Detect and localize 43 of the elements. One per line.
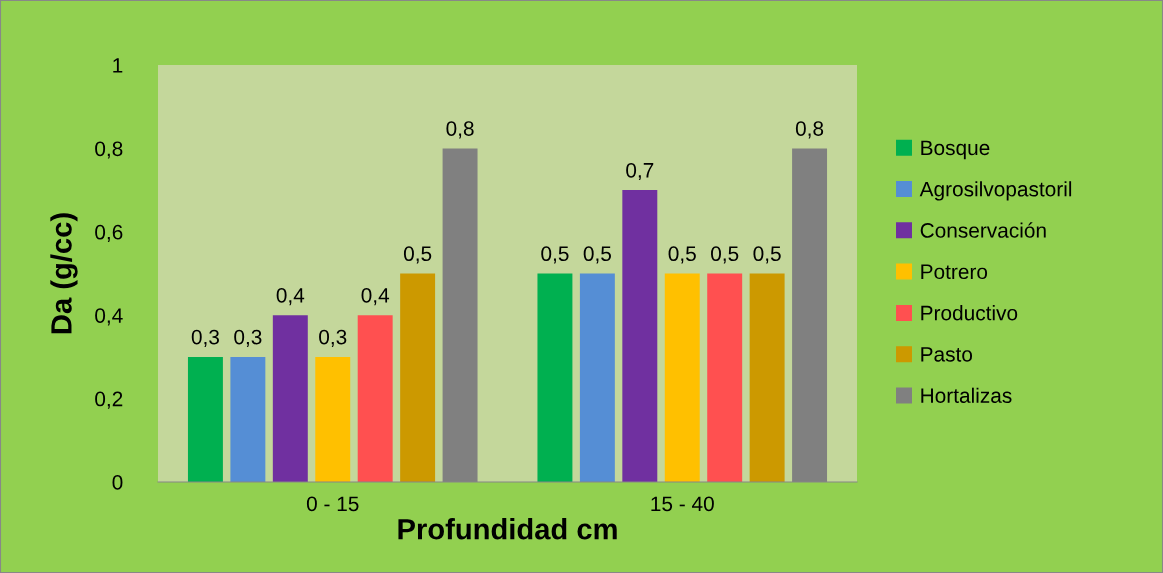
legend-label: Pasto [921, 347, 973, 362]
bar [537, 273, 573, 482]
x-axis-title: Profundidad cm [398, 518, 617, 540]
data-label: 0,5 [753, 246, 781, 264]
data-label: 0,5 [668, 246, 696, 264]
y-tick-label: 0,2 [95, 391, 123, 409]
bar [315, 356, 351, 482]
legend-label: Potrero [921, 264, 988, 280]
data-label: 0,7 [626, 162, 654, 181]
legend-label: Agrosilvopastoril [919, 181, 1072, 201]
data-label: 0,3 [234, 329, 262, 347]
y-axis-title: Da (g/cc) [50, 213, 78, 334]
bar [230, 356, 266, 482]
data-label: 0,4 [276, 288, 305, 306]
y-tick-label: 1 [113, 58, 123, 73]
legend-label: Hortalizas [921, 387, 1012, 403]
y-tick-label: 0 [112, 475, 123, 490]
data-label: 0,5 [711, 246, 739, 264]
legend-label: Productivo [921, 305, 1018, 321]
bar [579, 273, 615, 482]
data-label: 0,3 [319, 329, 347, 347]
y-tick-label: 0,6 [95, 224, 123, 243]
x-tick-label: 15 - 40 [651, 496, 714, 512]
data-label: 0,5 [583, 246, 611, 264]
bar [622, 190, 658, 482]
data-label: 0,8 [795, 121, 824, 139]
bar [272, 315, 308, 482]
data-label: 0,3 [191, 329, 219, 347]
bar [357, 315, 393, 482]
bar [707, 273, 743, 482]
bar [400, 273, 436, 482]
y-tick-label: 0,4 [95, 308, 123, 326]
data-label: 0,8 [446, 121, 474, 139]
data-label: 0,4 [361, 288, 390, 306]
legend-label: Bosque [921, 140, 990, 160]
x-tick-label: 0 - 15 [306, 496, 359, 512]
bar [749, 273, 785, 482]
legend-label: Conservación [920, 222, 1046, 238]
bar [664, 273, 700, 482]
data-label: 0,5 [403, 246, 432, 264]
bar [187, 356, 223, 482]
y-tick-label: 0,8 [95, 141, 123, 159]
data-label: 0,5 [541, 246, 569, 264]
